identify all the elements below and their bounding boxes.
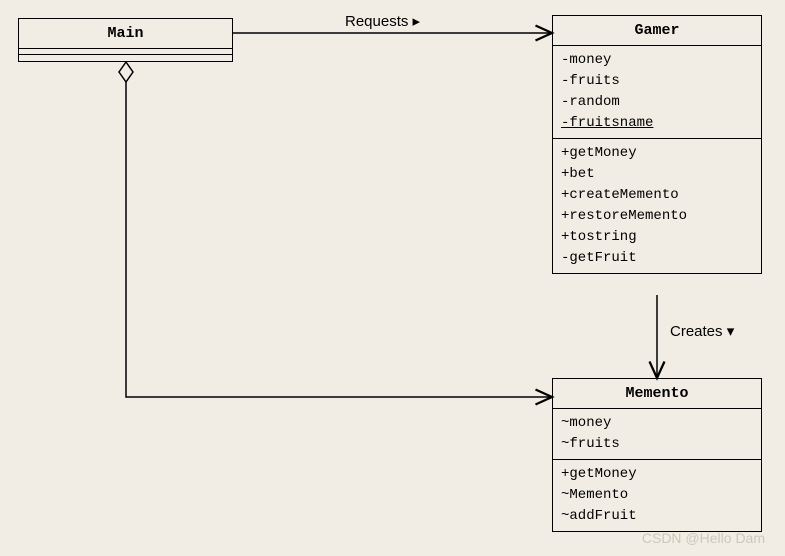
class-main-name: Main [19,19,232,49]
class-memento-name: Memento [553,379,761,409]
attr-row: ~money [561,413,753,434]
class-main-methods [19,55,232,61]
edge-label-requests: Requests ▸ [345,12,420,30]
class-gamer-methods: +getMoney +bet +createMemento +restoreMe… [553,139,761,273]
direction-marker-icon: ▾ [727,323,735,340]
method-row: +restoreMemento [561,206,753,227]
aggregation-diamond-icon [119,62,133,82]
watermark: CSDN @Hello Dam [642,530,765,546]
class-gamer-attrs: -money -fruits -random -fruitsname [553,46,761,139]
direction-marker-icon: ▸ [413,13,421,30]
edge-label-creates: Creates ▾ [670,322,734,340]
method-row: ~Memento [561,485,753,506]
class-memento: Memento ~money ~fruits +getMoney ~Mement… [552,378,762,532]
method-row: +tostring [561,227,753,248]
label-text: Requests [345,13,408,30]
method-row: +getMoney [561,143,753,164]
attr-row: -fruitsname [561,113,753,134]
edge-aggregation [126,82,552,397]
method-row: -getFruit [561,248,753,269]
class-memento-attrs: ~money ~fruits [553,409,761,460]
attr-row: -money [561,50,753,71]
class-main: Main [18,18,233,62]
method-row: +getMoney [561,464,753,485]
class-gamer-name: Gamer [553,16,761,46]
attr-row: ~fruits [561,434,753,455]
method-row: ~addFruit [561,506,753,527]
method-row: +createMemento [561,185,753,206]
class-gamer: Gamer -money -fruits -random -fruitsname… [552,15,762,274]
method-row: +bet [561,164,753,185]
attr-row: -random [561,92,753,113]
class-memento-methods: +getMoney ~Memento ~addFruit [553,460,761,531]
label-text: Creates [670,323,723,340]
attr-row: -fruits [561,71,753,92]
